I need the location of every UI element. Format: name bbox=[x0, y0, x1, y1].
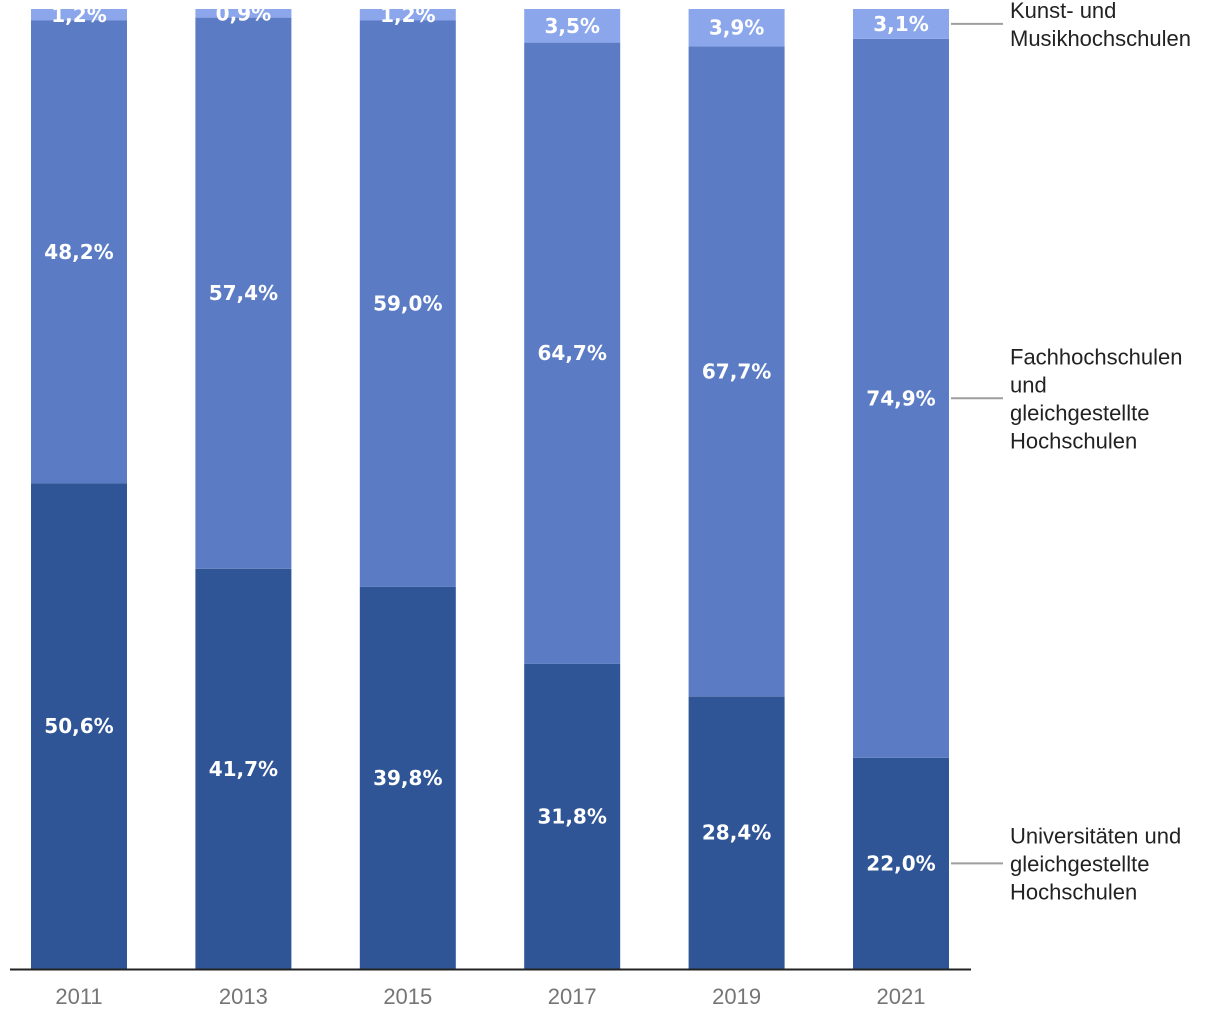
bar-2013-series-1 bbox=[195, 568, 292, 969]
x-axis: 2011 2013 2015 2017 2019 2021 bbox=[10, 968, 971, 1009]
bar-2019-series-1 bbox=[688, 696, 785, 969]
bar-2017-series-3 bbox=[524, 9, 621, 43]
data-label-2013-series-2: 57,4% bbox=[209, 281, 278, 305]
bar-2013-series-2 bbox=[195, 17, 292, 569]
bar-2019-series-3 bbox=[688, 9, 785, 47]
legend-label-series-1-line-3: Hochschulen bbox=[1010, 879, 1137, 904]
bar-2011-series-2 bbox=[31, 20, 127, 484]
bar-2011-series-3 bbox=[31, 9, 127, 21]
bar-2017-series-1 bbox=[524, 663, 621, 969]
bar-2021-series-1 bbox=[853, 757, 949, 969]
legend: Universitäten und gleichgestellte Hochschu… bbox=[951, 0, 1191, 904]
bar-2015-series-1 bbox=[359, 586, 456, 969]
x-tick-label-2013: 2013 bbox=[219, 984, 268, 1009]
legend-label-series-2-line-4: Hochschulen bbox=[1010, 428, 1137, 453]
data-label-2011-series-1: 50,6% bbox=[44, 714, 113, 738]
data-label-2017-series-2: 64,7% bbox=[538, 341, 607, 365]
data-label-2011-series-3: 1,2% bbox=[51, 3, 106, 27]
data-label-2015-series-2: 59,0% bbox=[373, 292, 442, 316]
x-tick-label-2017: 2017 bbox=[548, 984, 597, 1009]
bar-2021-series-2 bbox=[853, 38, 949, 758]
data-label-2011-series-2: 48,2% bbox=[44, 240, 113, 264]
data-label-2017-series-1: 31,8% bbox=[538, 804, 607, 828]
data-label-2021-series-2: 74,9% bbox=[866, 386, 935, 410]
data-label-2013-series-1: 41,7% bbox=[209, 757, 278, 781]
legend-label-series-3-line-2: Musikhochschulen bbox=[1010, 26, 1191, 51]
legend-label-series-1-line-2: gleichgestellte bbox=[1010, 851, 1149, 876]
data-label-2015-series-3: 1,2% bbox=[380, 3, 435, 27]
legend-label-series-2-line-3: gleichgestellte bbox=[1010, 400, 1149, 425]
data-label-2019-series-3: 3,9% bbox=[709, 16, 764, 40]
segment-label-layer: 50,6% 48,2% 1,2% 41,7% 57,4% 0,9% 39,8% 59,0% 1,… bbox=[44, 1, 935, 875]
bar-2021-series-3 bbox=[853, 9, 949, 39]
data-label-2019-series-1: 28,4% bbox=[702, 821, 771, 845]
x-tick-label-2015: 2015 bbox=[383, 984, 432, 1009]
bar-2017-series-2 bbox=[524, 42, 621, 664]
bar-2011-series-1 bbox=[31, 483, 127, 969]
data-label-2021-series-3: 3,1% bbox=[873, 12, 928, 36]
x-tick-label-2021: 2021 bbox=[877, 984, 926, 1009]
bar-2015-series-3 bbox=[359, 9, 456, 21]
x-tick-label-2019: 2019 bbox=[712, 984, 761, 1009]
bar-2019-series-2 bbox=[688, 46, 785, 697]
legend-label-series-2-line-1: Fachhochschulen bbox=[1010, 344, 1182, 369]
legend-label-series-1-line-1: Universitäten und bbox=[1010, 823, 1181, 848]
bar-2013-series-3 bbox=[195, 9, 292, 18]
bar-2015-series-2 bbox=[359, 20, 456, 587]
data-label-2013-series-3: 0,9% bbox=[216, 1, 271, 25]
legend-label-series-2-line-2: und bbox=[1010, 372, 1047, 397]
legend-label-series-3-line-1: Kunst- und bbox=[1010, 0, 1116, 23]
x-tick-label-2011: 2011 bbox=[55, 984, 102, 1009]
data-label-2015-series-1: 39,8% bbox=[373, 766, 442, 790]
data-label-2021-series-1: 22,0% bbox=[866, 851, 935, 875]
data-label-2019-series-2: 67,7% bbox=[702, 359, 771, 383]
data-label-2017-series-3: 3,5% bbox=[544, 14, 599, 38]
plot-area bbox=[31, 9, 949, 969]
